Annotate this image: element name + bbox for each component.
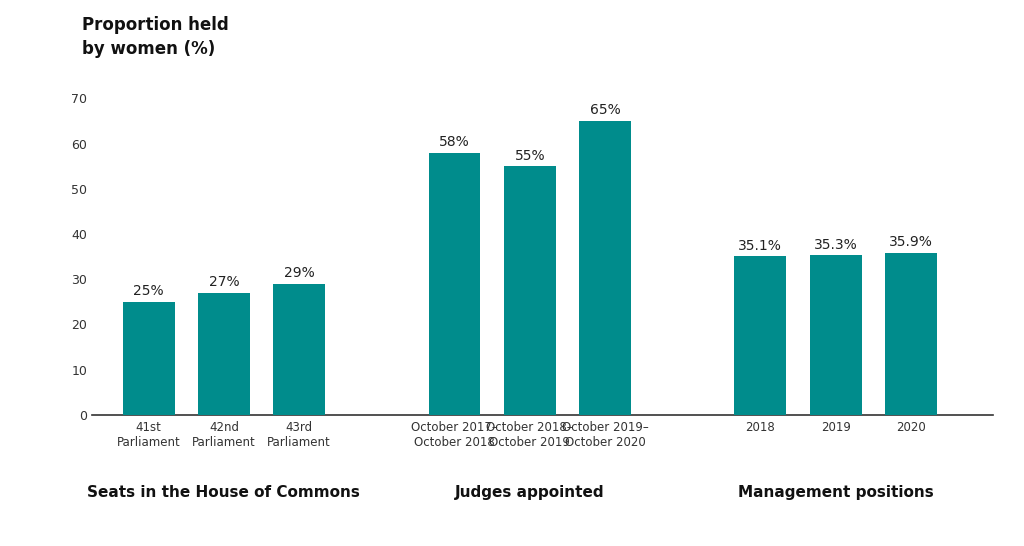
Text: Seats in the House of Commons: Seats in the House of Commons	[87, 485, 360, 500]
Text: 25%: 25%	[133, 284, 164, 298]
Bar	[504, 166, 556, 415]
Bar	[580, 121, 631, 415]
Bar	[885, 253, 937, 415]
Text: 29%: 29%	[284, 266, 314, 280]
Text: 35.1%: 35.1%	[738, 239, 782, 253]
Bar	[273, 284, 325, 415]
Text: Judges appointed: Judges appointed	[455, 485, 604, 500]
Text: 35.3%: 35.3%	[814, 238, 857, 252]
Bar	[734, 256, 786, 415]
Text: 58%: 58%	[439, 135, 470, 149]
Text: 27%: 27%	[209, 275, 240, 289]
Text: Management positions: Management positions	[737, 485, 934, 500]
Text: 35.9%: 35.9%	[889, 235, 933, 249]
Text: 55%: 55%	[514, 149, 545, 163]
Bar	[429, 152, 480, 415]
Bar	[123, 302, 174, 415]
Text: 65%: 65%	[590, 103, 621, 117]
Text: Proportion held
by women (%): Proportion held by women (%)	[82, 16, 228, 58]
Bar	[810, 256, 861, 415]
Bar	[198, 293, 250, 415]
